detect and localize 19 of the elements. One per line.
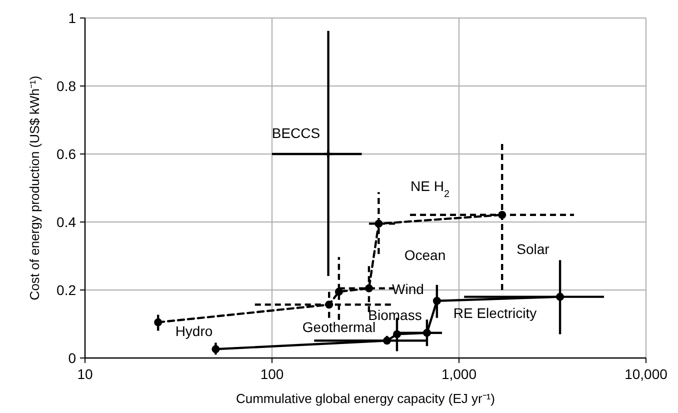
x-tick-label: 10,000: [624, 366, 668, 382]
y-tick-label: 1: [68, 10, 76, 26]
x-tick-label: 100: [260, 366, 284, 382]
y-tick-label: 0.8: [56, 78, 76, 94]
y-tick-label: 0.2: [56, 282, 76, 298]
x-axis-title: Cummulative global energy capacity (EJ yr⁻¹): [236, 391, 496, 406]
annotation: Ocean: [404, 247, 446, 263]
annotation: Solar: [516, 241, 550, 257]
annotation: RE Electricity: [453, 305, 537, 321]
annotation: BECCS: [272, 125, 320, 141]
annotation: Wind: [392, 281, 424, 297]
annotation: Hydro: [175, 323, 213, 339]
y-axis-title: Cost of energy production (US$ kWh⁻¹): [27, 76, 42, 300]
annotation: NE H$_{2}$: [410, 178, 450, 200]
x-tick-label: 1,000: [441, 366, 477, 382]
y-tick-label: 0.6: [56, 146, 76, 162]
y-tick-label: 0.4: [56, 214, 76, 230]
y-tick-label: 0: [68, 350, 76, 366]
x-tick-label: 10: [77, 366, 93, 382]
